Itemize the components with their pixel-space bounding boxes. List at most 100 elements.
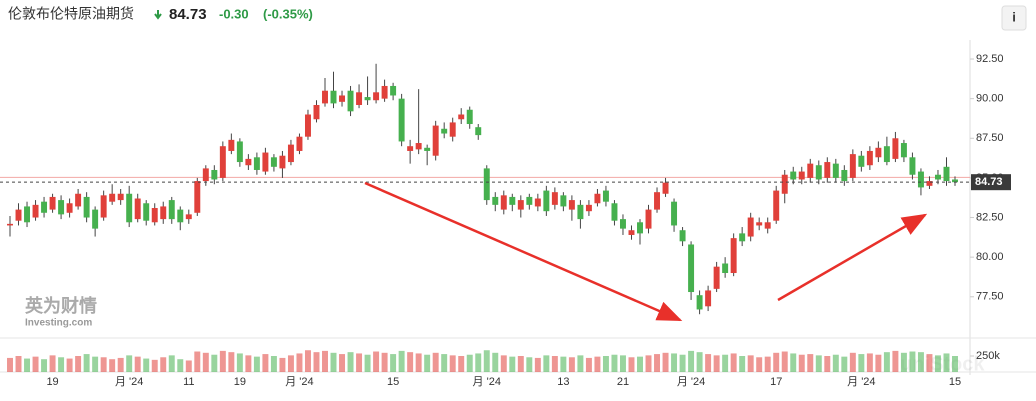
info-icon[interactable]: i [1012, 9, 1016, 24]
candle-body [679, 230, 686, 242]
volume-bar [645, 355, 652, 372]
volume-bar [764, 356, 771, 372]
watermark-site: Investing.com [25, 318, 92, 329]
candle-body [671, 201, 678, 226]
candle-body [66, 203, 73, 213]
candle-body [253, 157, 260, 170]
volume-bar [551, 356, 558, 372]
candle-body [245, 158, 252, 166]
volume-bar [781, 351, 788, 372]
candle-body [628, 230, 635, 235]
candle-body [381, 85, 388, 99]
volume-tick-label: 250k [976, 350, 1000, 362]
volume-bar [602, 356, 609, 372]
candle-body [322, 90, 328, 104]
candle-body [526, 196, 533, 205]
volume-bar [934, 355, 941, 372]
candle-body [534, 198, 541, 207]
candle-body [764, 222, 771, 229]
candle-body [75, 193, 82, 207]
volume-bar [313, 352, 320, 372]
candle-body [611, 203, 618, 221]
volume-bar [671, 353, 678, 372]
volume-bar [219, 350, 226, 372]
candle-body [160, 206, 167, 220]
volume-bar [679, 354, 686, 372]
volume-bar [339, 354, 346, 372]
volume-bar [466, 354, 473, 372]
volume-bar [66, 358, 73, 372]
x-tick-label: 19 [46, 376, 58, 388]
candle-body [475, 127, 482, 136]
y-tick-label: 82.50 [976, 211, 1004, 223]
volume-bar [722, 354, 729, 372]
candle-body [875, 147, 882, 158]
x-tick-label: 15 [949, 376, 961, 388]
volume-bar [866, 353, 873, 372]
candle-body [756, 222, 763, 226]
candle-body [568, 200, 575, 210]
candle-body [7, 223, 13, 226]
info-button[interactable] [1001, 5, 1027, 31]
candle-body [313, 104, 320, 120]
volume-bar [637, 356, 643, 372]
volume-bar [475, 353, 482, 372]
x-tick-label: 月 '24 [285, 376, 313, 388]
volume-bar [568, 357, 575, 372]
candle-body [713, 266, 720, 289]
candle-body [432, 125, 439, 156]
candle-body [688, 244, 695, 293]
volume-bar [364, 354, 371, 372]
x-tick-label: 月 '24 [115, 376, 143, 388]
candle-body [798, 171, 805, 180]
candle-body [577, 204, 584, 220]
candle-body [458, 114, 465, 120]
candle-body [543, 190, 550, 212]
last-price-label: 84.73 [975, 176, 1003, 188]
candle-body [441, 128, 448, 134]
volume-bar [15, 356, 22, 372]
last-price-box [971, 174, 1011, 191]
volume-bar [560, 356, 567, 372]
volume-bar [773, 352, 780, 372]
volume-bar [509, 356, 516, 372]
candle-body [790, 171, 797, 180]
volume-bar [160, 357, 167, 372]
volume-bar [347, 352, 354, 372]
volume-bar [798, 354, 805, 372]
volume-bar [236, 353, 243, 372]
candle-body [637, 222, 643, 234]
candle-body [143, 203, 150, 221]
candle-body [347, 90, 354, 112]
candle-body [696, 295, 703, 310]
volume-bar [279, 357, 286, 372]
y-tick-label: 92.50 [976, 53, 1004, 65]
x-tick-label: 15 [387, 376, 399, 388]
volume-bar [739, 356, 746, 372]
candle-body [100, 195, 107, 218]
candle-body [883, 146, 890, 163]
x-tick-label: 月 '24 [677, 376, 705, 388]
volume-bar [194, 351, 201, 372]
volume-bar [534, 357, 541, 372]
candle-body [585, 204, 592, 212]
candle-body [824, 162, 831, 178]
volume-bar [398, 350, 405, 372]
candle-body [41, 201, 48, 213]
volume-bar [373, 351, 380, 372]
candle-body [304, 114, 311, 137]
x-tick-label: 19 [234, 376, 246, 388]
candle-body [330, 90, 337, 104]
volume-bar [875, 354, 882, 372]
candle-body [509, 196, 516, 205]
volume-bar [296, 353, 303, 372]
volume-bar [134, 356, 141, 372]
candle-body [339, 95, 346, 102]
candle-body [24, 206, 31, 223]
candle-body [168, 200, 175, 220]
x-tick-label: 月 '24 [847, 376, 875, 388]
volume-bar [926, 354, 933, 372]
volume-bar [211, 354, 218, 372]
